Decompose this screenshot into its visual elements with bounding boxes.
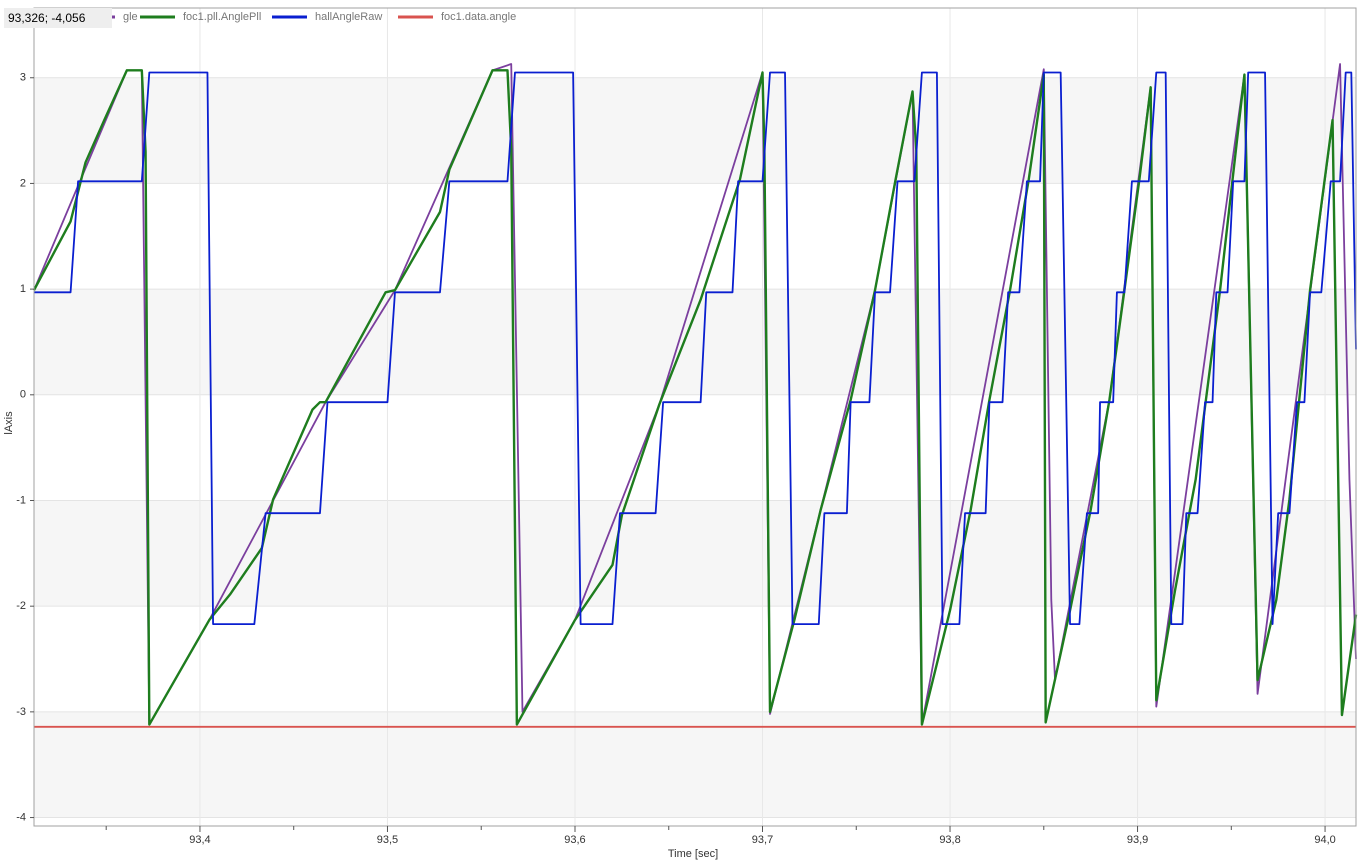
legend-label: foc1.data.angle	[441, 11, 516, 23]
y-tick-label: 0	[20, 389, 26, 401]
plot-frame	[33, 7, 1357, 827]
y-tick-label: 1	[20, 283, 26, 295]
plot-band	[34, 77, 1356, 184]
x-tick-label: 93,6	[564, 834, 585, 846]
series-line	[34, 71, 1357, 626]
y-axis-label: lAxis	[3, 411, 15, 435]
legend-label: hallAngleRaw	[315, 11, 382, 23]
y-tick-label: -1	[16, 494, 26, 506]
cursor-readout-box	[4, 8, 112, 28]
series-line	[32, 69, 1358, 726]
legend-label: gle	[123, 11, 138, 23]
y-tick-label: -4	[16, 811, 26, 823]
y-tick-label: -2	[16, 600, 26, 612]
x-tick-label: 93,8	[939, 834, 960, 846]
y-tick-label: -3	[16, 706, 26, 718]
legend-label: foc1.pll.AnglePll	[183, 11, 261, 23]
x-tick-label: 93,5	[377, 834, 398, 846]
y-tick-label: 2	[20, 177, 26, 189]
x-tick-label: 94,0	[1314, 834, 1335, 846]
plot-band	[34, 289, 1356, 395]
x-tick-label: 93,4	[189, 834, 210, 846]
x-axis-label: Time [sec]	[668, 848, 718, 860]
plot-band	[34, 500, 1356, 607]
cursor-readout: 93,326; -4,056	[8, 11, 86, 25]
x-tick-label: 93,7	[752, 834, 773, 846]
y-tick-label: 3	[20, 72, 26, 84]
plot-band	[34, 711, 1356, 818]
x-tick-label: 93,9	[1127, 834, 1148, 846]
